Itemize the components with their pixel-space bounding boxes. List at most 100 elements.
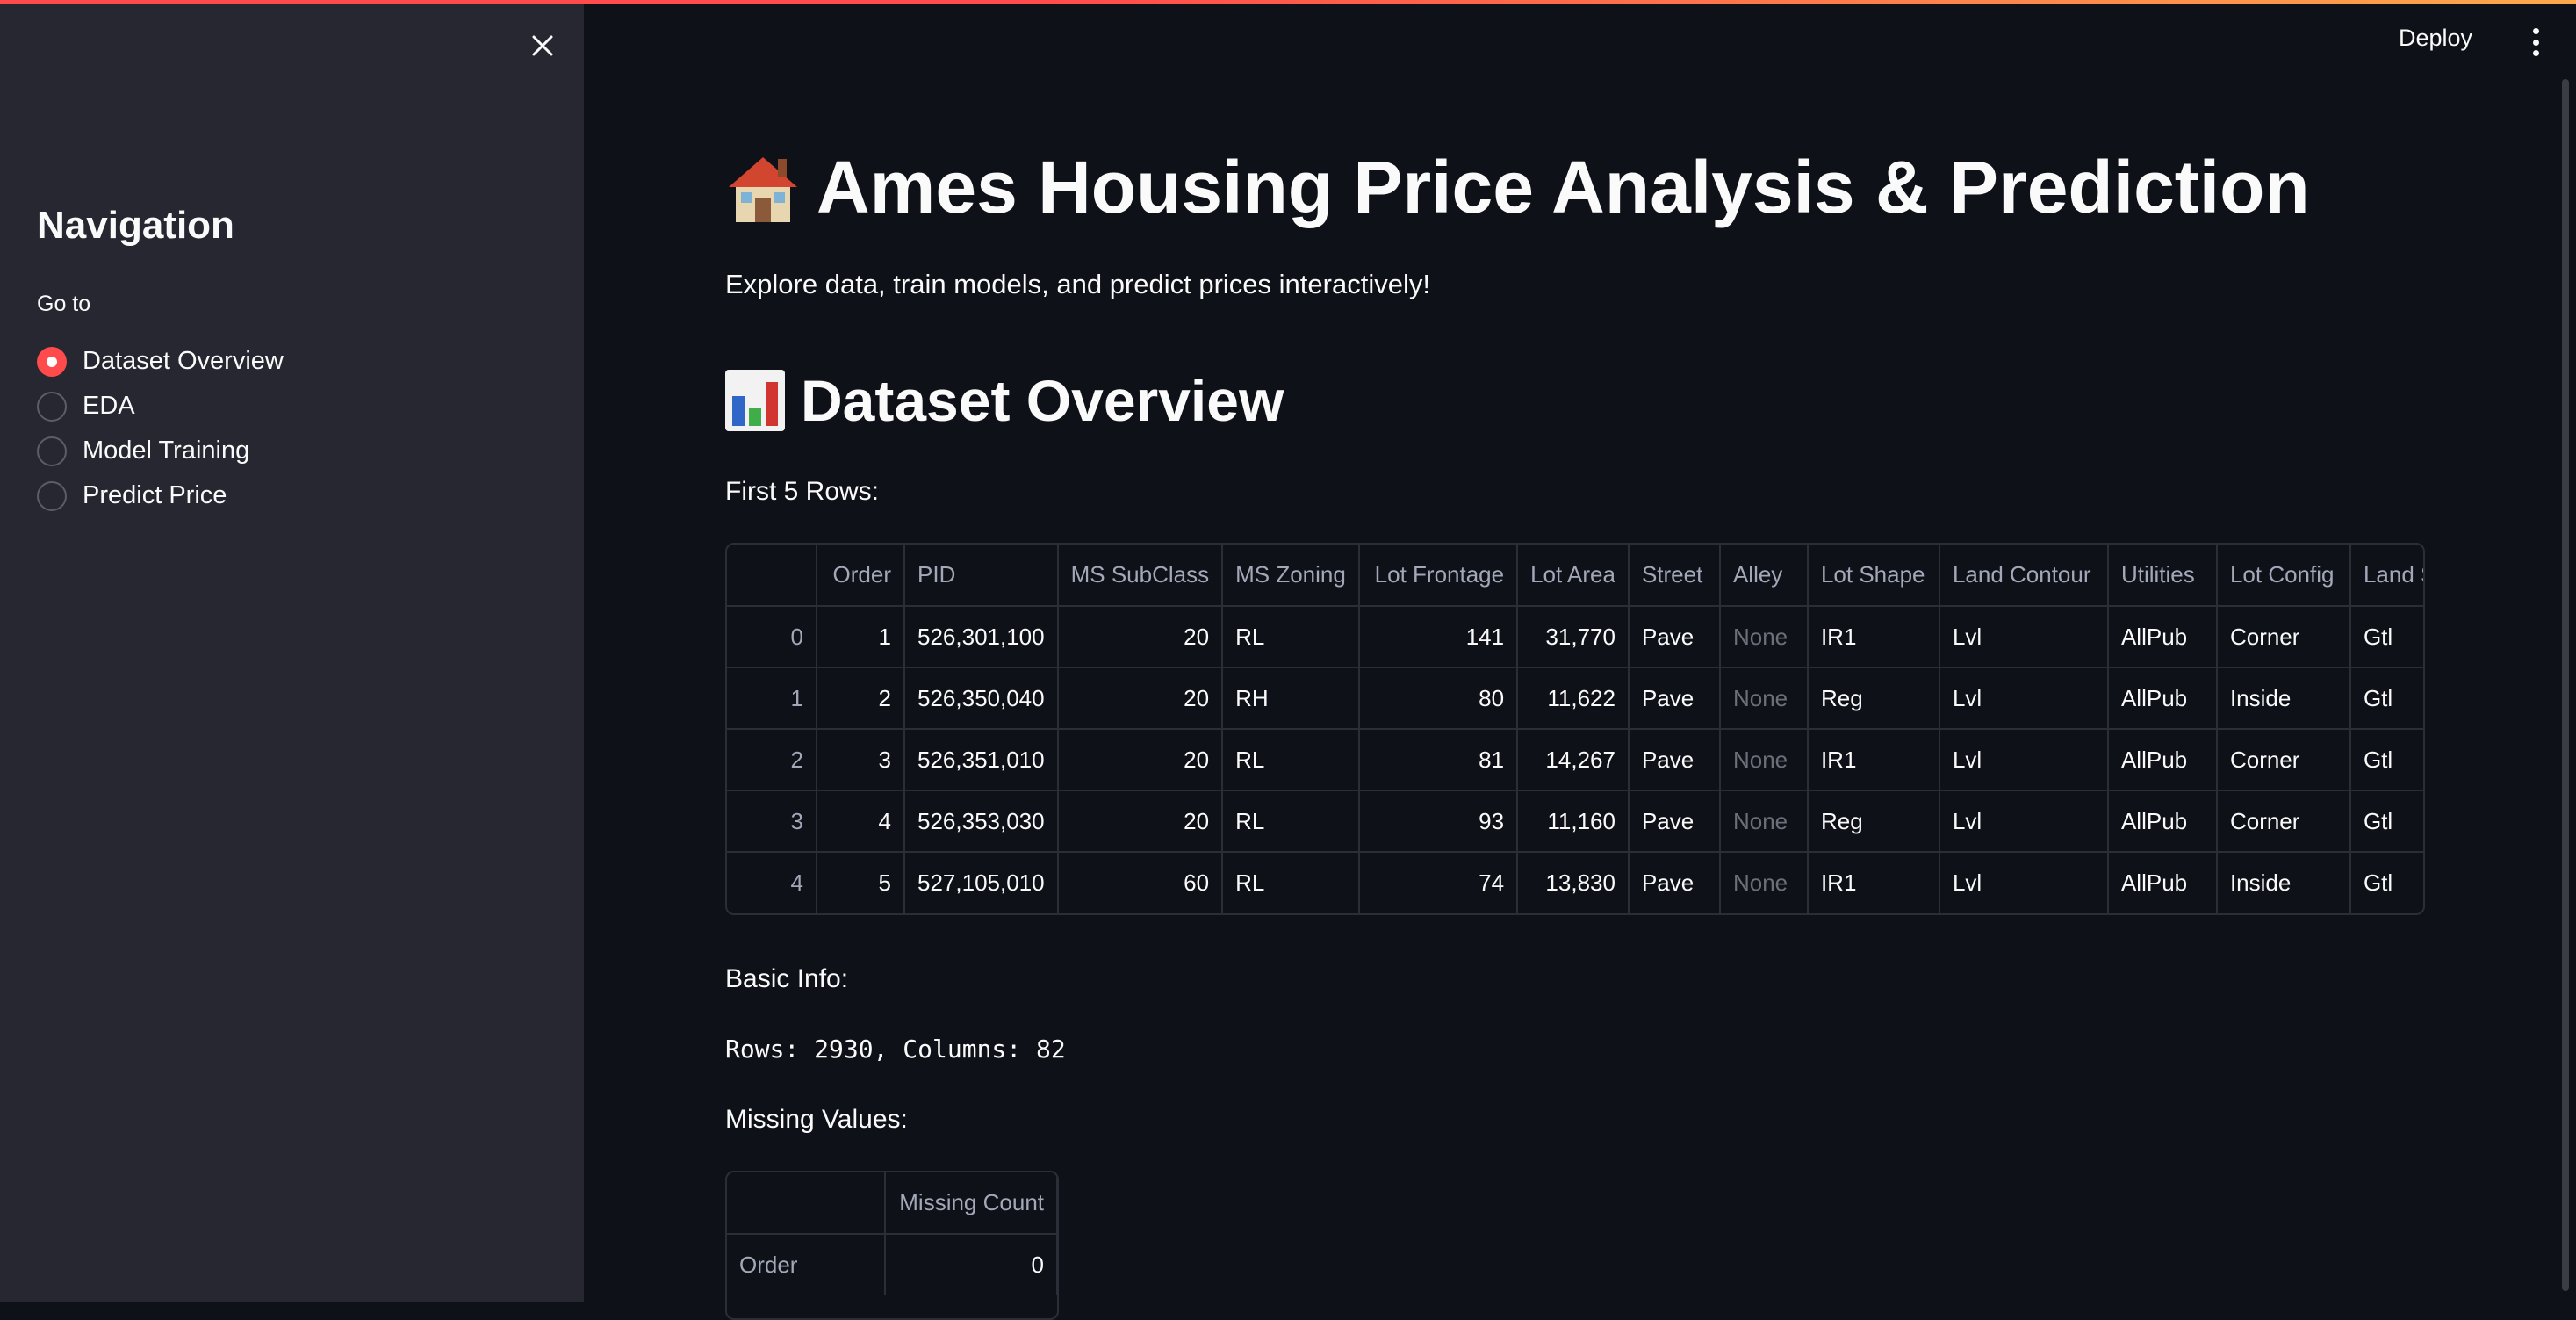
table-cell[interactable]: 3 xyxy=(727,790,817,853)
table-cell[interactable]: 60 xyxy=(1057,852,1224,913)
table-cell[interactable]: Pave xyxy=(1628,606,1721,668)
table-cell[interactable]: Pave xyxy=(1628,729,1721,791)
table-cell[interactable]: 141 xyxy=(1359,606,1519,668)
table-cell[interactable]: 3 xyxy=(817,729,905,791)
table-cell[interactable]: Gtl xyxy=(2349,606,2423,668)
table-cell[interactable]: AllPub xyxy=(2107,790,2218,853)
column-header[interactable]: MS SubClass xyxy=(1057,545,1224,607)
table-cell[interactable]: 20 xyxy=(1057,790,1224,853)
column-header[interactable] xyxy=(727,545,817,607)
table-cell[interactable]: Pave xyxy=(1628,852,1721,913)
table-cell[interactable]: Reg xyxy=(1807,667,1940,730)
column-header[interactable]: Lot Area xyxy=(1517,545,1630,607)
table-cell[interactable]: IR1 xyxy=(1807,729,1940,791)
table-cell[interactable]: Lvl xyxy=(1939,606,2109,668)
table-cell[interactable]: RL xyxy=(1222,852,1361,913)
column-header[interactable]: Lot Config xyxy=(2216,545,2351,607)
table-cell[interactable]: 526,351,010 xyxy=(904,729,1059,791)
column-header[interactable]: Missing Count xyxy=(885,1172,1057,1235)
table-cell[interactable]: 1 xyxy=(727,667,817,730)
nav-radio-model-training[interactable]: Model Training xyxy=(37,429,284,473)
table-cell[interactable]: None xyxy=(1719,667,1809,730)
table-cell[interactable]: AllPub xyxy=(2107,729,2218,791)
nav-radio-dataset-overview[interactable]: Dataset Overview xyxy=(37,339,284,384)
table-cell[interactable]: Order xyxy=(727,1234,886,1295)
table-cell[interactable]: 20 xyxy=(1057,667,1224,730)
table-cell[interactable]: Corner xyxy=(2216,729,2351,791)
table-cell[interactable]: Gtl xyxy=(2349,667,2423,730)
missing-values-table[interactable]: Missing Count Order 0 xyxy=(725,1171,1059,1320)
table-cell[interactable]: Corner xyxy=(2216,790,2351,853)
column-header[interactable]: Street xyxy=(1628,545,1721,607)
table-cell[interactable]: Pave xyxy=(1628,667,1721,730)
table-cell[interactable]: None xyxy=(1719,790,1809,853)
column-header[interactable]: Utilities xyxy=(2107,545,2218,607)
scrollbar[interactable] xyxy=(2562,79,2569,1291)
table-cell[interactable]: 14,267 xyxy=(1517,729,1630,791)
table-cell[interactable]: Gtl xyxy=(2349,790,2423,853)
table-cell[interactable]: Lvl xyxy=(1939,852,2109,913)
table-cell[interactable]: 13,830 xyxy=(1517,852,1630,913)
table-cell[interactable]: AllPub xyxy=(2107,667,2218,730)
table-cell[interactable]: Lvl xyxy=(1939,667,2109,730)
table-cell[interactable]: AllPub xyxy=(2107,852,2218,913)
nav-radio-predict-price[interactable]: Predict Price xyxy=(37,473,284,518)
table-cell[interactable]: None xyxy=(1719,606,1809,668)
table-cell[interactable]: RL xyxy=(1222,790,1361,853)
column-header[interactable]: Land S xyxy=(2349,545,2423,607)
table-cell[interactable]: 2 xyxy=(817,667,905,730)
table-cell[interactable]: 11,622 xyxy=(1517,667,1630,730)
table-cell[interactable]: 527,105,010 xyxy=(904,852,1059,913)
main-menu-button[interactable] xyxy=(2522,25,2549,60)
table-cell[interactable]: 31,770 xyxy=(1517,606,1630,668)
table-cell[interactable]: 20 xyxy=(1057,729,1224,791)
table-cell[interactable]: 4 xyxy=(727,852,817,913)
table-cell[interactable]: None xyxy=(1719,729,1809,791)
data-preview-table[interactable]: Order PID MS SubClass MS Zoning Lot Frontage… xyxy=(725,543,2425,915)
table-cell[interactable]: AllPub xyxy=(2107,606,2218,668)
table-cell[interactable]: 526,350,040 xyxy=(904,667,1059,730)
table-cell[interactable]: 0 xyxy=(885,1234,1057,1295)
table-cell[interactable]: 11,160 xyxy=(1517,790,1630,853)
radio-button-icon[interactable] xyxy=(37,436,67,466)
table-cell[interactable]: RL xyxy=(1222,606,1361,668)
table-cell[interactable]: Gtl xyxy=(2349,729,2423,791)
table-cell[interactable]: 5 xyxy=(817,852,905,913)
table-cell[interactable]: Corner xyxy=(2216,606,2351,668)
table-cell[interactable]: Inside xyxy=(2216,852,2351,913)
table-cell[interactable]: Inside xyxy=(2216,667,2351,730)
table-cell[interactable]: Lvl xyxy=(1939,790,2109,853)
radio-button-icon[interactable] xyxy=(37,480,67,511)
column-header[interactable]: MS Zoning xyxy=(1222,545,1361,607)
table-cell[interactable]: 2 xyxy=(727,729,817,791)
table-cell[interactable]: 0 xyxy=(727,606,817,668)
column-header[interactable]: Lot Frontage xyxy=(1359,545,1519,607)
column-header[interactable] xyxy=(727,1172,886,1235)
table-cell[interactable]: 526,353,030 xyxy=(904,790,1059,853)
table-cell[interactable]: 4 xyxy=(817,790,905,853)
column-header[interactable]: PID xyxy=(904,545,1059,607)
table-cell[interactable]: IR1 xyxy=(1807,606,1940,668)
radio-button-icon[interactable] xyxy=(37,346,67,377)
table-cell[interactable]: 74 xyxy=(1359,852,1519,913)
close-sidebar-button[interactable] xyxy=(523,26,562,65)
deploy-button[interactable]: Deploy xyxy=(2399,25,2473,51)
table-cell[interactable]: Reg xyxy=(1807,790,1940,853)
column-header[interactable]: Lot Shape xyxy=(1807,545,1940,607)
table-cell[interactable]: 93 xyxy=(1359,790,1519,853)
table-cell[interactable]: RL xyxy=(1222,729,1361,791)
table-cell[interactable]: Lvl xyxy=(1939,729,2109,791)
column-header[interactable]: Order xyxy=(817,545,905,607)
table-cell[interactable]: 1 xyxy=(817,606,905,668)
table-cell[interactable]: 81 xyxy=(1359,729,1519,791)
table-cell[interactable]: Pave xyxy=(1628,790,1721,853)
column-header[interactable]: Alley xyxy=(1719,545,1809,607)
table-cell[interactable]: 526,301,100 xyxy=(904,606,1059,668)
table-cell[interactable]: 20 xyxy=(1057,606,1224,668)
table-cell[interactable]: 80 xyxy=(1359,667,1519,730)
table-cell[interactable]: None xyxy=(1719,852,1809,913)
nav-radio-eda[interactable]: EDA xyxy=(37,384,284,429)
column-header[interactable]: Land Contour xyxy=(1939,545,2109,607)
radio-button-icon[interactable] xyxy=(37,391,67,422)
table-cell[interactable]: IR1 xyxy=(1807,852,1940,913)
